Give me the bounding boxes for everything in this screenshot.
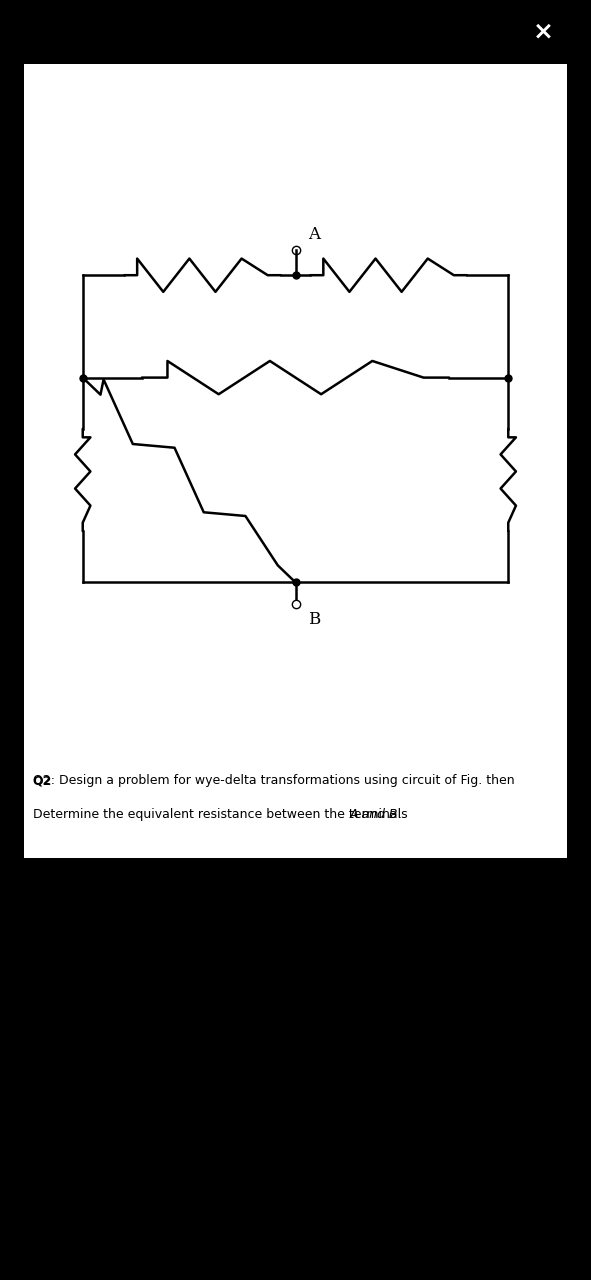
Text: ×: × xyxy=(533,20,554,44)
Text: A: A xyxy=(309,227,320,243)
Text: Q2: Design a problem for wye-delta transformations using circuit of Fig. then: Q2: Design a problem for wye-delta trans… xyxy=(33,774,514,787)
Text: Determine the equivalent resistance between the terminals: Determine the equivalent resistance betw… xyxy=(33,808,411,820)
Text: A and B: A and B xyxy=(350,808,398,820)
Text: B: B xyxy=(309,611,321,627)
Text: .: . xyxy=(394,808,402,820)
Text: Q2: Q2 xyxy=(33,774,52,787)
